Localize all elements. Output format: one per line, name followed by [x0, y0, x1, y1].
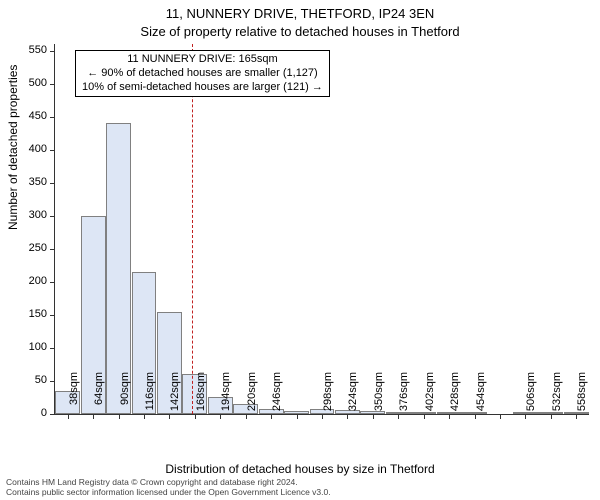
x-tick-label: 194sqm [220, 372, 232, 420]
x-tick: 402sqm [424, 414, 425, 419]
x-tick-label: 506sqm [525, 372, 537, 420]
x-tick-label: 64sqm [93, 372, 105, 420]
x-tick-label: 558sqm [576, 372, 588, 420]
y-tick-label: 0 [41, 407, 47, 419]
x-tick: 376sqm [398, 414, 399, 419]
y-tick-label: 450 [29, 110, 47, 122]
x-tick: 454sqm [475, 414, 476, 419]
x-tick: 298sqm [322, 414, 323, 419]
chart-title-line1: 11, NUNNERY DRIVE, THETFORD, IP24 3EN [0, 6, 600, 21]
x-tick-label: 90sqm [119, 372, 131, 420]
x-tick-label: 220sqm [246, 372, 258, 420]
reference-line [192, 44, 193, 414]
x-tick: 142sqm [169, 414, 170, 419]
x-tick: 116sqm [144, 414, 145, 419]
y-tick-label: 100 [29, 341, 47, 353]
y-tick-label: 300 [29, 209, 47, 221]
annotation-line-2: ← 90% of detached houses are smaller (1,… [82, 67, 323, 81]
x-tick: 90sqm [119, 414, 120, 419]
x-tick-label: 168sqm [195, 372, 207, 420]
x-tick: 168sqm [195, 414, 196, 419]
y-tick-label: 350 [29, 176, 47, 188]
y-tick-label: 550 [29, 44, 47, 56]
annotation-line-1: 11 NUNNERY DRIVE: 165sqm [82, 53, 323, 67]
y-axis-label: Number of detached properties [6, 65, 20, 230]
plot-area: 11 NUNNERY DRIVE: 165sqm ← 90% of detach… [54, 44, 589, 415]
x-tick-label: 142sqm [169, 372, 181, 420]
y-tick-label: 50 [35, 374, 47, 386]
footer-attribution: Contains HM Land Registry data © Crown c… [6, 478, 331, 498]
x-tick-label: 376sqm [398, 372, 410, 420]
chart-container: 11, NUNNERY DRIVE, THETFORD, IP24 3EN Si… [0, 0, 600, 500]
x-tick: 220sqm [246, 414, 247, 419]
x-tick-label: 454sqm [475, 372, 487, 420]
x-tick: 324sqm [347, 414, 348, 419]
x-tick: 38sqm [68, 414, 69, 419]
x-tick: 532sqm [551, 414, 552, 419]
footer-line-2: Contains public sector information licen… [6, 488, 331, 498]
x-tick-label: 350sqm [373, 372, 385, 420]
x-tick: 428sqm [449, 414, 450, 419]
x-tick: 246sqm [271, 414, 272, 419]
y-tick-label: 200 [29, 275, 47, 287]
x-tick-label: 428sqm [449, 372, 461, 420]
x-tick: 194sqm [220, 414, 221, 419]
x-tick-label: 116sqm [144, 372, 156, 420]
x-tick: 506sqm [525, 414, 526, 419]
y-tick-label: 400 [29, 143, 47, 155]
x-tick: 350sqm [373, 414, 374, 419]
bars-layer [55, 44, 589, 414]
y-tick-label: 500 [29, 77, 47, 89]
x-tick-label: 38sqm [68, 372, 80, 420]
x-tick [500, 414, 501, 419]
x-tick: 558sqm [576, 414, 577, 419]
x-tick [297, 414, 298, 419]
y-tick-label: 250 [29, 242, 47, 254]
x-tick: 64sqm [93, 414, 94, 419]
x-tick-label: 324sqm [347, 372, 359, 420]
x-tick-label: 402sqm [424, 372, 436, 420]
x-axis-label: Distribution of detached houses by size … [0, 462, 600, 476]
annotation-box: 11 NUNNERY DRIVE: 165sqm ← 90% of detach… [75, 50, 330, 97]
annotation-line-3: 10% of semi-detached houses are larger (… [82, 81, 323, 95]
x-tick-label: 298sqm [322, 372, 334, 420]
x-tick-label: 532sqm [551, 372, 563, 420]
x-tick-label: 246sqm [271, 372, 283, 420]
histogram-bar [106, 123, 131, 414]
y-tick-label: 150 [29, 308, 47, 320]
chart-title-line2: Size of property relative to detached ho… [0, 24, 600, 39]
